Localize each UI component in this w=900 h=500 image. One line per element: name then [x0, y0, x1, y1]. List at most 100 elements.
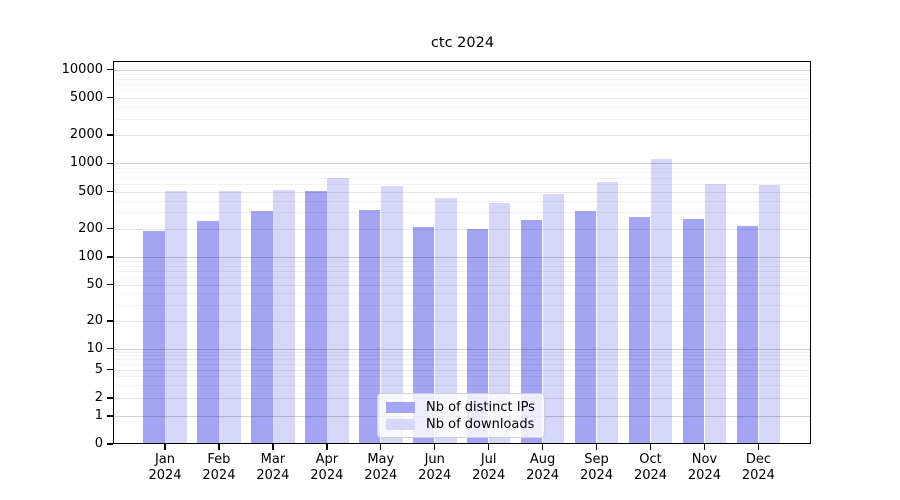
y-tick-mark: [107, 283, 113, 286]
bar-distinct-ips: [736, 225, 759, 444]
bar-downloads: [219, 191, 241, 444]
x-tick-mark: [326, 444, 328, 450]
y-axis-tick-label: 5: [94, 361, 103, 377]
x-axis-tick-label: Jan 2024: [148, 452, 182, 483]
y-tick-mark: [107, 97, 113, 99]
x-axis-tick-label: Aug 2024: [526, 452, 560, 483]
y-tick-mark: [107, 415, 113, 417]
bar-distinct-ips: [520, 219, 543, 444]
bar-downloads: [704, 183, 727, 444]
y-tick-mark: [107, 256, 113, 258]
y-tick-mark: [107, 368, 113, 371]
minor-gridline: [114, 363, 811, 365]
x-axis-tick-label: Dec 2024: [741, 452, 775, 483]
y-axis-tick-label: 500: [78, 183, 103, 199]
x-tick-mark: [541, 444, 544, 450]
x-tick-mark: [595, 444, 598, 450]
x-tick-mark: [380, 444, 382, 450]
minor-gridline: [114, 200, 811, 202]
minor-gridline: [114, 355, 811, 357]
bar-downloads: [327, 177, 349, 444]
bar-downloads: [542, 194, 565, 444]
x-tick-mark: [434, 444, 436, 450]
bar-distinct-ips: [682, 219, 705, 444]
minor-gridline: [114, 293, 811, 295]
minor-gridline: [114, 212, 811, 214]
minor-gridline: [114, 385, 811, 387]
x-axis-tick-label: Nov 2024: [687, 452, 721, 483]
y-tick-mark: [107, 190, 113, 193]
bar-distinct-ips: [143, 230, 165, 444]
y-axis-tick-label: 1: [94, 408, 103, 423]
major-gridline: [114, 97, 811, 99]
minor-gridline: [114, 118, 811, 120]
minor-gridline: [114, 359, 811, 361]
bar-distinct-ips: [466, 228, 489, 444]
y-axis-tick-label: 1000: [69, 155, 103, 171]
legend-label-distinct-ips: Nb of distinct IPs: [426, 400, 535, 415]
x-tick-mark: [703, 444, 706, 450]
major-gridline: [114, 257, 811, 258]
bar-downloads: [273, 190, 295, 444]
major-gridline: [114, 191, 811, 193]
y-axis-tick-label: 10000: [61, 61, 103, 77]
bar-distinct-ips: [574, 210, 597, 444]
minor-gridline: [114, 261, 811, 263]
y-axis-tick-label: 20: [86, 312, 103, 328]
x-tick-mark: [164, 444, 166, 450]
x-tick-mark: [218, 444, 220, 450]
legend-swatch-downloads: [386, 419, 415, 430]
legend-swatch-distinct-ips: [386, 402, 415, 413]
major-gridline: [114, 320, 811, 322]
y-axis-tick-label: 2000: [69, 127, 103, 143]
minor-gridline: [114, 184, 811, 186]
bar-distinct-ips: [305, 191, 327, 444]
major-gridline: [114, 228, 811, 230]
major-gridline: [114, 369, 811, 371]
bar-downloads: [165, 191, 187, 444]
minor-gridline: [114, 78, 811, 80]
bar-distinct-ips: [358, 209, 381, 444]
minor-gridline: [114, 304, 811, 306]
x-tick-mark: [757, 444, 760, 450]
x-axis-tick-label: Feb 2024: [202, 452, 236, 483]
minor-gridline: [114, 271, 811, 273]
minor-gridline: [114, 351, 811, 353]
y-axis-tick-label: 2: [94, 390, 103, 405]
major-gridline: [114, 284, 811, 286]
bar-downloads: [435, 198, 457, 444]
x-tick-mark: [487, 444, 490, 450]
legend-label-downloads: Nb of downloads: [426, 417, 535, 432]
y-tick-mark: [107, 162, 113, 164]
y-tick-mark: [107, 347, 113, 350]
y-axis-tick-label: 100: [78, 249, 103, 264]
minor-gridline: [114, 90, 811, 92]
bar-downloads: [488, 202, 511, 444]
legend-entry-distinct-ips: Nb of distinct IPs: [386, 399, 536, 416]
y-axis-tick-label: 50: [86, 276, 103, 292]
y-axis-tick-label: 10: [86, 340, 103, 356]
x-axis-tick-label: Jul 2024: [472, 452, 506, 483]
x-axis-tick-label: Jun 2024: [418, 452, 452, 483]
minor-gridline: [114, 167, 811, 169]
y-tick-mark: [107, 397, 113, 399]
bar-distinct-ips: [628, 216, 651, 444]
minor-gridline: [114, 376, 811, 378]
minor-gridline: [114, 84, 811, 86]
minor-gridline: [114, 177, 811, 179]
y-axis-tick-label: 0: [94, 436, 103, 451]
axis-spines: [113, 61, 811, 444]
y-axis-tick-label: 200: [78, 220, 103, 236]
y-tick-mark: [107, 443, 113, 445]
major-gridline: [114, 163, 811, 165]
x-axis-tick-label: Oct 2024: [633, 452, 668, 483]
major-gridline: [114, 348, 811, 350]
y-tick-mark: [107, 320, 113, 322]
y-axis-tick-label: 5000: [69, 89, 103, 105]
minor-gridline: [114, 172, 811, 174]
minor-gridline: [114, 277, 811, 279]
bar-distinct-ips: [251, 210, 273, 444]
minor-gridline: [114, 73, 811, 75]
